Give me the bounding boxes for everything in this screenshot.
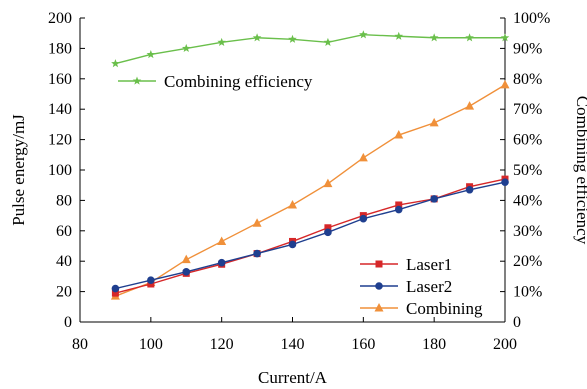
data-point xyxy=(252,218,262,227)
data-point xyxy=(146,49,156,59)
y2-tick-label: 20% xyxy=(513,253,542,270)
data-point xyxy=(429,33,439,42)
data-point xyxy=(181,254,191,264)
y-tick-label: 160 xyxy=(48,71,72,88)
series-line xyxy=(115,34,505,65)
data-point xyxy=(217,236,227,245)
data-point xyxy=(430,195,438,203)
data-point xyxy=(111,284,120,293)
data-point xyxy=(181,43,191,53)
y2-tick-label: 40% xyxy=(513,192,542,209)
y-tick-label: 80 xyxy=(56,192,72,209)
x-tick-label: 80 xyxy=(72,336,88,353)
y2-tick-label: 30% xyxy=(513,223,542,240)
data-point xyxy=(429,117,439,127)
series-line xyxy=(115,181,506,290)
series-line xyxy=(115,84,506,297)
series-laser2 xyxy=(111,178,509,293)
legend-marker xyxy=(375,282,383,290)
x-tick-label: 160 xyxy=(351,336,375,353)
legend-marker xyxy=(374,303,384,312)
x-axis-label: Current/A xyxy=(258,368,328,387)
data-point xyxy=(359,30,368,39)
data-point xyxy=(500,33,510,42)
axes: 0 20 40 60 80 100 120 140 160 180 200 0 10% 20% 30% 40%… xyxy=(48,10,550,353)
y-tick-label: 140 xyxy=(48,101,72,118)
data-point xyxy=(465,185,474,194)
y-tick-label: 0 xyxy=(64,314,72,331)
data-point xyxy=(323,37,333,46)
data-point xyxy=(288,199,297,209)
x-tick-label: 120 xyxy=(210,336,234,353)
y2-tick-label: 10% xyxy=(513,284,542,301)
y-tick-label: 20 xyxy=(56,284,72,301)
y2-tick-label: 80% xyxy=(513,71,542,88)
data-point xyxy=(465,33,474,42)
data-point xyxy=(217,37,226,46)
legend-label: Combining efficiency xyxy=(164,72,313,91)
data-point xyxy=(252,33,262,42)
data-point xyxy=(394,205,403,214)
series-combining-efficiency xyxy=(111,30,510,68)
data-point xyxy=(111,59,120,68)
x-tick-label: 140 xyxy=(281,336,305,353)
legend-label: Laser2 xyxy=(406,277,452,296)
y-axis-label: Pulse energy/mJ xyxy=(9,114,28,226)
x-tick-label: 200 xyxy=(493,336,517,353)
legend-marker xyxy=(132,76,142,85)
data-point xyxy=(182,268,191,276)
data-point xyxy=(323,178,333,188)
data-point xyxy=(324,228,332,237)
y-tick-label: 200 xyxy=(48,10,72,27)
y2-tick-label: 70% xyxy=(513,101,542,118)
x-tick-label: 100 xyxy=(139,336,163,353)
legend-label: Laser1 xyxy=(406,255,452,274)
legend-marker xyxy=(375,260,383,268)
series-combining xyxy=(110,79,510,300)
data-point xyxy=(395,201,403,209)
legend-entry: Laser2 xyxy=(360,277,452,296)
data-point xyxy=(324,224,332,232)
data-point xyxy=(288,34,297,43)
legend-entry: Laser1 xyxy=(360,255,452,274)
y2-axis-label: Combining efficiency xyxy=(573,96,587,245)
data-point xyxy=(111,289,119,297)
legend-entry: Combining efficiency xyxy=(118,72,313,91)
series-layer xyxy=(110,30,510,300)
y-tick-label: 120 xyxy=(48,132,72,149)
data-point xyxy=(147,276,155,285)
data-point xyxy=(359,214,368,223)
y-tick-label: 180 xyxy=(48,40,72,57)
y-tick-label: 40 xyxy=(56,253,72,270)
y-tick-label: 60 xyxy=(56,223,72,240)
x-tick-label: 180 xyxy=(422,336,446,353)
y2-tick-label: 50% xyxy=(513,162,542,179)
data-point xyxy=(500,79,510,89)
data-point xyxy=(465,101,475,110)
data-point xyxy=(394,130,404,139)
data-point xyxy=(288,240,297,249)
legend-label: Combining xyxy=(406,299,483,318)
y2-tick-label: 0 xyxy=(513,314,521,331)
y2-tick-label: 90% xyxy=(513,40,542,57)
data-point xyxy=(501,178,509,186)
y-tick-label: 100 xyxy=(48,162,72,179)
data-point xyxy=(217,258,226,267)
data-point xyxy=(394,31,404,40)
legend-entry: Combining xyxy=(360,299,483,318)
data-point xyxy=(358,152,368,162)
y2-tick-label: 100% xyxy=(513,10,550,27)
legend-layer: Combining efficiency Laser1 Laser2 Combinin… xyxy=(118,72,483,318)
data-point xyxy=(253,249,261,258)
y2-tick-label: 60% xyxy=(513,132,542,149)
